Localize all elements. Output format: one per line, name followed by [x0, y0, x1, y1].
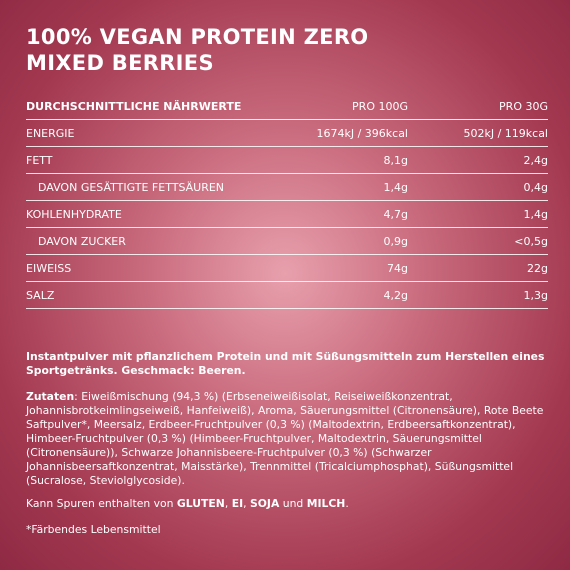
ingredients-label: Zutaten: [26, 390, 75, 403]
nutrition-table: DURCHSCHNITTLICHE NÄHRWERTE PRO 100G PRO…: [26, 97, 548, 309]
row-label: FETT: [26, 153, 53, 167]
row-label: EIWEISS: [26, 261, 72, 275]
row-value-100g: 1,4g: [383, 180, 408, 194]
allergen-gluten: GLUTEN: [176, 497, 225, 510]
header-per-30g: PRO 30G: [499, 99, 548, 113]
header-nutrients: DURCHSCHNITTLICHE NÄHRWERTE: [26, 99, 242, 113]
header-per-100g: PRO 100G: [352, 99, 408, 113]
row-value-30g: 502kJ / 119kcal: [463, 126, 548, 140]
table-row-energy: ENERGIE 1674kJ / 396kcal 502kJ / 119kcal: [26, 120, 548, 147]
table-row-saturated-fat: DAVON GESÄTTIGTE FETTSÄUREN 1,4g 0,4g: [26, 174, 548, 201]
table-row-protein: EIWEISS 74g 22g: [26, 255, 548, 282]
allergen-text: Kann Spuren enthalten von: [26, 497, 177, 510]
row-label: ENERGIE: [26, 126, 75, 140]
allergen-milk: MILCH: [306, 497, 346, 510]
row-value-100g: 0,9g: [383, 234, 408, 248]
allergen-text: .: [345, 497, 349, 510]
table-row-sugar: DAVON ZUCKER 0,9g <0,5g: [26, 228, 548, 255]
row-value-100g: 1674kJ / 396kcal: [316, 126, 408, 140]
table-row-salt: SALZ 4,2g 1,3g: [26, 282, 548, 309]
title-line-2: MIXED BERRIES: [26, 51, 214, 75]
row-label: KOHLENHYDRATE: [26, 207, 122, 221]
table-row-carbohydrates: KOHLENHYDRATE 4,7g 1,4g: [26, 201, 548, 228]
allergen-egg: EI: [231, 497, 244, 510]
row-value-30g: 2,4g: [523, 153, 548, 167]
row-value-100g: 8,1g: [383, 153, 408, 167]
title-line-1: 100% VEGAN PROTEIN ZERO: [26, 25, 369, 49]
allergen-soy: SOJA: [249, 497, 280, 510]
row-value-100g: 74g: [387, 261, 408, 275]
table-row-fat: FETT 8,1g 2,4g: [26, 147, 548, 174]
row-value-30g: 1,3g: [523, 288, 548, 302]
row-label: DAVON GESÄTTIGTE FETTSÄUREN: [38, 180, 225, 194]
row-value-100g: 4,7g: [383, 207, 408, 221]
row-value-30g: <0,5g: [514, 234, 548, 248]
row-value-30g: 0,4g: [523, 180, 548, 194]
product-description: Instantpulver mit pflanzlichem Protein u…: [26, 350, 545, 377]
row-label: SALZ: [26, 288, 55, 302]
ingredients-paragraph: Zutaten: Eiweißmischung (94,3 %) (Erbsen…: [26, 390, 546, 488]
row-value-30g: 1,4g: [523, 207, 548, 221]
row-value-100g: 4,2g: [383, 288, 408, 302]
nutrition-table-header: DURCHSCHNITTLICHE NÄHRWERTE PRO 100G PRO…: [26, 97, 548, 120]
allergen-text: ,: [243, 497, 250, 510]
ingredients-text: : Eiweißmischung (94,3 %) (Erbseneiweißi…: [26, 390, 544, 487]
footnote: *Färbendes Lebensmittel: [26, 523, 161, 536]
allergen-text: ,: [224, 497, 232, 510]
product-title: 100% VEGAN PROTEIN ZERO MIXED BERRIES: [26, 24, 368, 76]
row-value-30g: 22g: [527, 261, 548, 275]
row-label: DAVON ZUCKER: [38, 234, 126, 248]
allergen-notice: Kann Spuren enthalten von GLUTEN, EI, SO…: [26, 497, 546, 511]
allergen-text: und: [279, 497, 307, 510]
